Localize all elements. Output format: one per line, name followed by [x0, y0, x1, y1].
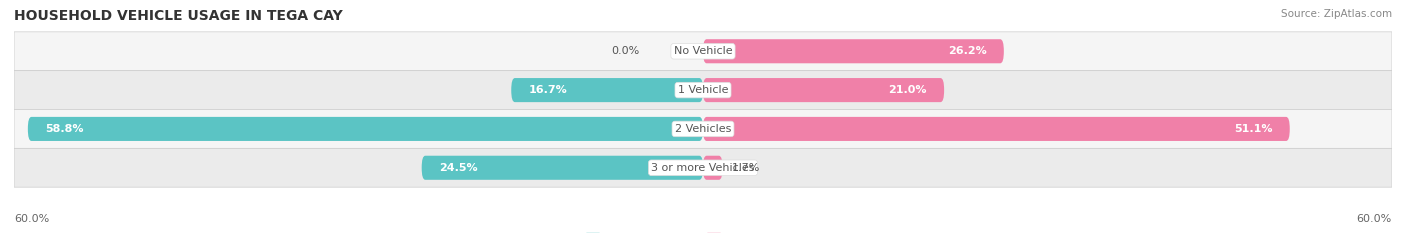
- Text: 16.7%: 16.7%: [529, 85, 567, 95]
- Text: 24.5%: 24.5%: [439, 163, 478, 173]
- Text: 26.2%: 26.2%: [948, 46, 987, 56]
- Text: 60.0%: 60.0%: [14, 214, 49, 224]
- Text: 1 Vehicle: 1 Vehicle: [678, 85, 728, 95]
- FancyBboxPatch shape: [512, 78, 703, 102]
- Text: 60.0%: 60.0%: [1357, 214, 1392, 224]
- FancyBboxPatch shape: [703, 117, 1289, 141]
- Legend: Owner-occupied, Renter-occupied: Owner-occupied, Renter-occupied: [581, 228, 825, 233]
- Text: Source: ZipAtlas.com: Source: ZipAtlas.com: [1281, 9, 1392, 19]
- Text: 3 or more Vehicles: 3 or more Vehicles: [651, 163, 755, 173]
- Text: 21.0%: 21.0%: [889, 85, 927, 95]
- Text: No Vehicle: No Vehicle: [673, 46, 733, 56]
- Text: 0.0%: 0.0%: [612, 46, 640, 56]
- Text: HOUSEHOLD VEHICLE USAGE IN TEGA CAY: HOUSEHOLD VEHICLE USAGE IN TEGA CAY: [14, 9, 343, 23]
- Text: 58.8%: 58.8%: [45, 124, 83, 134]
- FancyBboxPatch shape: [703, 156, 723, 180]
- FancyBboxPatch shape: [14, 32, 1392, 71]
- FancyBboxPatch shape: [422, 156, 703, 180]
- Text: 1.7%: 1.7%: [731, 163, 761, 173]
- Text: 51.1%: 51.1%: [1234, 124, 1272, 134]
- FancyBboxPatch shape: [703, 78, 945, 102]
- FancyBboxPatch shape: [703, 39, 1004, 63]
- FancyBboxPatch shape: [14, 110, 1392, 148]
- Text: 2 Vehicles: 2 Vehicles: [675, 124, 731, 134]
- FancyBboxPatch shape: [14, 148, 1392, 187]
- FancyBboxPatch shape: [28, 117, 703, 141]
- FancyBboxPatch shape: [14, 71, 1392, 110]
